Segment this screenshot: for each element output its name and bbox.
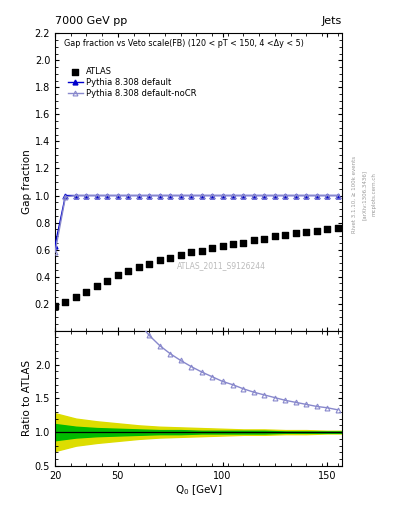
Pythia 8.308 default xyxy=(283,193,288,199)
ATLAS xyxy=(125,267,131,275)
ATLAS xyxy=(156,257,163,265)
Text: ATLAS_2011_S9126244: ATLAS_2011_S9126244 xyxy=(177,261,266,270)
Text: Jets: Jets xyxy=(321,15,342,26)
Pythia 8.308 default-noCR xyxy=(314,193,319,199)
Pythia 8.308 default xyxy=(272,193,277,199)
Text: [arXiv:1306.3436]: [arXiv:1306.3436] xyxy=(362,169,367,220)
Pythia 8.308 default xyxy=(231,193,235,199)
Pythia 8.308 default xyxy=(157,193,162,199)
Pythia 8.308 default xyxy=(95,193,99,199)
Pythia 8.308 default xyxy=(294,193,298,199)
Text: Gap fraction vs Veto scale(FB) (120 < pT < 150, 4 <Δy < 5): Gap fraction vs Veto scale(FB) (120 < pT… xyxy=(64,39,303,48)
Pythia 8.308 default-noCR xyxy=(116,193,120,199)
Pythia 8.308 default xyxy=(252,193,256,199)
ATLAS xyxy=(73,293,79,301)
Text: mcplots.cern.ch: mcplots.cern.ch xyxy=(371,173,376,217)
Pythia 8.308 default xyxy=(136,193,141,199)
Pythia 8.308 default-noCR xyxy=(189,193,193,199)
ATLAS xyxy=(94,282,100,290)
ATLAS xyxy=(293,229,299,238)
ATLAS xyxy=(62,298,69,306)
ATLAS xyxy=(83,287,90,295)
Pythia 8.308 default xyxy=(199,193,204,199)
Pythia 8.308 default xyxy=(63,193,68,199)
Pythia 8.308 default-noCR xyxy=(53,249,57,255)
Pythia 8.308 default xyxy=(262,193,267,199)
ATLAS xyxy=(261,234,268,243)
Pythia 8.308 default-noCR xyxy=(325,193,330,199)
ATLAS xyxy=(188,248,194,257)
ATLAS xyxy=(104,276,110,285)
ATLAS xyxy=(178,251,184,259)
Pythia 8.308 default xyxy=(73,193,78,199)
ATLAS xyxy=(136,263,142,271)
Pythia 8.308 default-noCR xyxy=(199,193,204,199)
Pythia 8.308 default-noCR xyxy=(272,193,277,199)
ATLAS xyxy=(219,242,226,250)
Pythia 8.308 default-noCR xyxy=(231,193,235,199)
ATLAS xyxy=(282,230,288,239)
ATLAS xyxy=(146,261,152,269)
X-axis label: Q$_0$ [GeV]: Q$_0$ [GeV] xyxy=(175,483,222,497)
Legend: ATLAS, Pythia 8.308 default, Pythia 8.308 default-noCR: ATLAS, Pythia 8.308 default, Pythia 8.30… xyxy=(68,67,196,97)
Pythia 8.308 default-noCR xyxy=(241,193,246,199)
Pythia 8.308 default xyxy=(105,193,110,199)
ATLAS xyxy=(303,228,309,236)
Pythia 8.308 default-noCR xyxy=(157,193,162,199)
Pythia 8.308 default xyxy=(147,193,152,199)
Pythia 8.308 default xyxy=(126,193,130,199)
Line: Pythia 8.308 default: Pythia 8.308 default xyxy=(53,193,340,248)
Pythia 8.308 default-noCR xyxy=(262,193,267,199)
Pythia 8.308 default-noCR xyxy=(220,193,225,199)
Pythia 8.308 default xyxy=(84,193,89,199)
Pythia 8.308 default xyxy=(241,193,246,199)
Pythia 8.308 default xyxy=(189,193,193,199)
Pythia 8.308 default xyxy=(210,193,215,199)
ATLAS xyxy=(314,227,320,235)
Pythia 8.308 default-noCR xyxy=(147,193,152,199)
Pythia 8.308 default-noCR xyxy=(126,193,130,199)
ATLAS xyxy=(251,236,257,244)
Pythia 8.308 default-noCR xyxy=(252,193,256,199)
Pythia 8.308 default-noCR xyxy=(335,193,340,199)
ATLAS xyxy=(115,271,121,280)
ATLAS xyxy=(52,302,58,310)
ATLAS xyxy=(272,232,278,240)
ATLAS xyxy=(230,240,236,248)
Pythia 8.308 default-noCR xyxy=(136,193,141,199)
Y-axis label: Ratio to ATLAS: Ratio to ATLAS xyxy=(22,360,32,436)
Pythia 8.308 default xyxy=(325,193,330,199)
Pythia 8.308 default xyxy=(335,193,340,199)
Pythia 8.308 default-noCR xyxy=(95,193,99,199)
Pythia 8.308 default-noCR xyxy=(168,193,173,199)
Pythia 8.308 default xyxy=(116,193,120,199)
ATLAS xyxy=(198,247,205,255)
Pythia 8.308 default-noCR xyxy=(294,193,298,199)
Y-axis label: Gap fraction: Gap fraction xyxy=(22,150,32,215)
Pythia 8.308 default-noCR xyxy=(210,193,215,199)
Pythia 8.308 default-noCR xyxy=(283,193,288,199)
Pythia 8.308 default xyxy=(220,193,225,199)
Line: Pythia 8.308 default-noCR: Pythia 8.308 default-noCR xyxy=(53,193,340,255)
Pythia 8.308 default-noCR xyxy=(73,193,78,199)
ATLAS xyxy=(324,225,331,233)
ATLAS xyxy=(167,253,173,262)
Pythia 8.308 default-noCR xyxy=(105,193,110,199)
Pythia 8.308 default xyxy=(178,193,183,199)
Text: Rivet 3.1.10, ≥ 100k events: Rivet 3.1.10, ≥ 100k events xyxy=(352,156,357,233)
Pythia 8.308 default-noCR xyxy=(178,193,183,199)
Pythia 8.308 default-noCR xyxy=(304,193,309,199)
ATLAS xyxy=(209,244,215,252)
ATLAS xyxy=(334,224,341,232)
Text: 7000 GeV pp: 7000 GeV pp xyxy=(55,15,127,26)
Pythia 8.308 default xyxy=(304,193,309,199)
Pythia 8.308 default xyxy=(314,193,319,199)
Pythia 8.308 default xyxy=(53,243,57,249)
Pythia 8.308 default xyxy=(168,193,173,199)
Pythia 8.308 default-noCR xyxy=(84,193,89,199)
Pythia 8.308 default-noCR xyxy=(63,194,68,200)
ATLAS xyxy=(241,239,247,247)
